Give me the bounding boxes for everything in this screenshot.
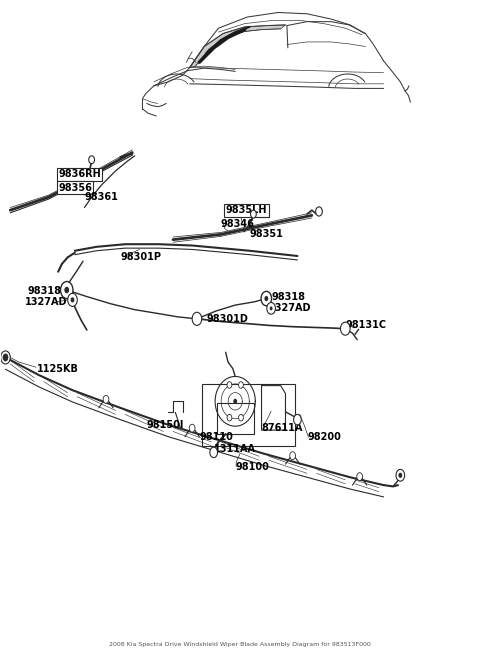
Text: 98318: 98318: [27, 286, 61, 297]
Text: 1125KB: 1125KB: [36, 363, 78, 373]
Circle shape: [233, 399, 237, 404]
Polygon shape: [190, 25, 286, 68]
Text: 1327AD: 1327AD: [24, 297, 67, 307]
Circle shape: [396, 470, 405, 482]
Circle shape: [210, 447, 217, 458]
Circle shape: [192, 312, 202, 325]
Circle shape: [267, 302, 276, 314]
FancyBboxPatch shape: [217, 403, 254, 434]
Circle shape: [398, 473, 402, 478]
Text: 1327AD: 1327AD: [269, 302, 311, 313]
Text: 98131C: 98131C: [345, 319, 386, 330]
Circle shape: [89, 156, 95, 164]
Circle shape: [340, 322, 350, 335]
Circle shape: [239, 415, 243, 421]
Text: 98351: 98351: [250, 229, 284, 239]
Text: 98110: 98110: [199, 432, 233, 442]
Text: 98200: 98200: [307, 432, 341, 442]
Circle shape: [0, 351, 10, 364]
Circle shape: [227, 415, 232, 421]
Circle shape: [270, 306, 273, 310]
Circle shape: [103, 396, 109, 403]
Circle shape: [68, 293, 77, 306]
Text: 98361: 98361: [84, 192, 119, 202]
Circle shape: [316, 207, 323, 216]
Circle shape: [264, 296, 268, 301]
Circle shape: [3, 355, 7, 360]
Text: 9836RH: 9836RH: [58, 169, 101, 179]
Circle shape: [261, 291, 272, 306]
Text: 98100: 98100: [235, 462, 269, 472]
Text: 87611A: 87611A: [262, 422, 303, 432]
Text: 2008 Kia Spectra Drive Windshield Wiper Blade Assembly Diagram for 983513F000: 2008 Kia Spectra Drive Windshield Wiper …: [109, 642, 371, 647]
Circle shape: [189, 424, 195, 432]
Circle shape: [227, 382, 232, 388]
Circle shape: [239, 382, 243, 388]
Text: 9835LH: 9835LH: [226, 205, 267, 215]
Text: 1311AA: 1311AA: [214, 444, 256, 454]
Text: 98346: 98346: [221, 219, 255, 229]
Circle shape: [290, 452, 296, 460]
Circle shape: [71, 297, 74, 302]
Text: 98301P: 98301P: [120, 253, 161, 262]
Text: 98150I: 98150I: [147, 420, 184, 430]
Circle shape: [251, 210, 256, 218]
Text: 98356: 98356: [58, 183, 92, 193]
Circle shape: [357, 473, 362, 481]
Circle shape: [294, 415, 301, 425]
Text: 98301D: 98301D: [206, 314, 248, 325]
Circle shape: [2, 354, 8, 361]
Text: 98318: 98318: [271, 292, 305, 302]
Circle shape: [64, 287, 69, 293]
Circle shape: [60, 281, 73, 298]
